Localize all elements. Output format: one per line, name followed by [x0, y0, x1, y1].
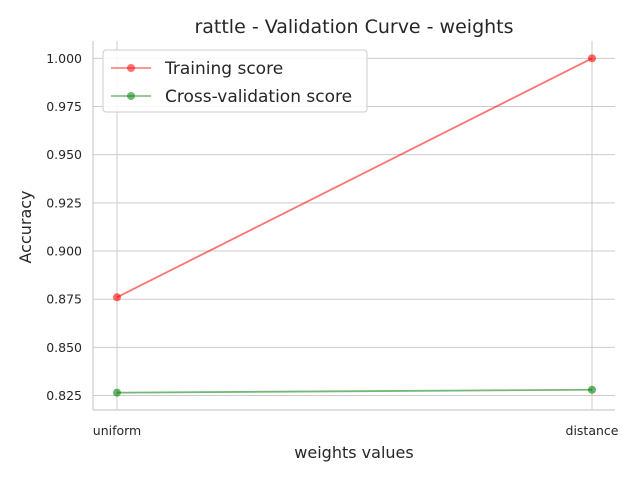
- y-tick-label: 0.925: [46, 195, 82, 210]
- legend-label-cross-validation: Cross-validation score: [165, 87, 352, 107]
- legend-marker-cross-validation: [127, 92, 135, 100]
- series-line: [116, 57, 593, 299]
- data-point: [588, 54, 596, 63]
- x-tick-label: distance: [566, 423, 619, 438]
- data-point: [588, 385, 596, 394]
- y-tick-label: 1.000: [46, 51, 82, 66]
- y-tick-label: 0.875: [46, 292, 82, 307]
- legend: Training score Cross-validation score: [102, 49, 368, 113]
- series-training: [113, 54, 596, 302]
- x-tick-label: uniform: [93, 423, 141, 438]
- data-point: [113, 388, 121, 397]
- y-tick-label: 0.850: [46, 340, 82, 355]
- legend-entry-training: Training score: [111, 59, 283, 79]
- legend-entry-cross-validation: Cross-validation score: [111, 87, 352, 107]
- legend-box: [102, 49, 368, 113]
- x-axis-label: weights values: [294, 443, 413, 462]
- y-tick-label: 0.825: [46, 388, 82, 403]
- y-tick-label: 0.975: [46, 99, 82, 114]
- chart-title: rattle - Validation Curve - weights: [194, 16, 513, 38]
- series-line: [116, 388, 593, 394]
- axes: [92, 41, 615, 411]
- x-tick-labels: uniform distance: [93, 423, 619, 438]
- y-tick-labels: 0.825 0.850 0.875 0.900 0.925 0.950 0.975 1.000: [46, 51, 82, 403]
- y-axis-label: Accuracy: [16, 190, 35, 263]
- series-cross-validation: [113, 385, 596, 397]
- legend-label-training: Training score: [164, 59, 283, 79]
- y-tick-label: 0.900: [46, 244, 82, 259]
- legend-marker-training: [127, 64, 135, 72]
- series: [113, 54, 596, 397]
- y-tick-label: 0.950: [46, 147, 82, 162]
- data-point: [113, 293, 121, 302]
